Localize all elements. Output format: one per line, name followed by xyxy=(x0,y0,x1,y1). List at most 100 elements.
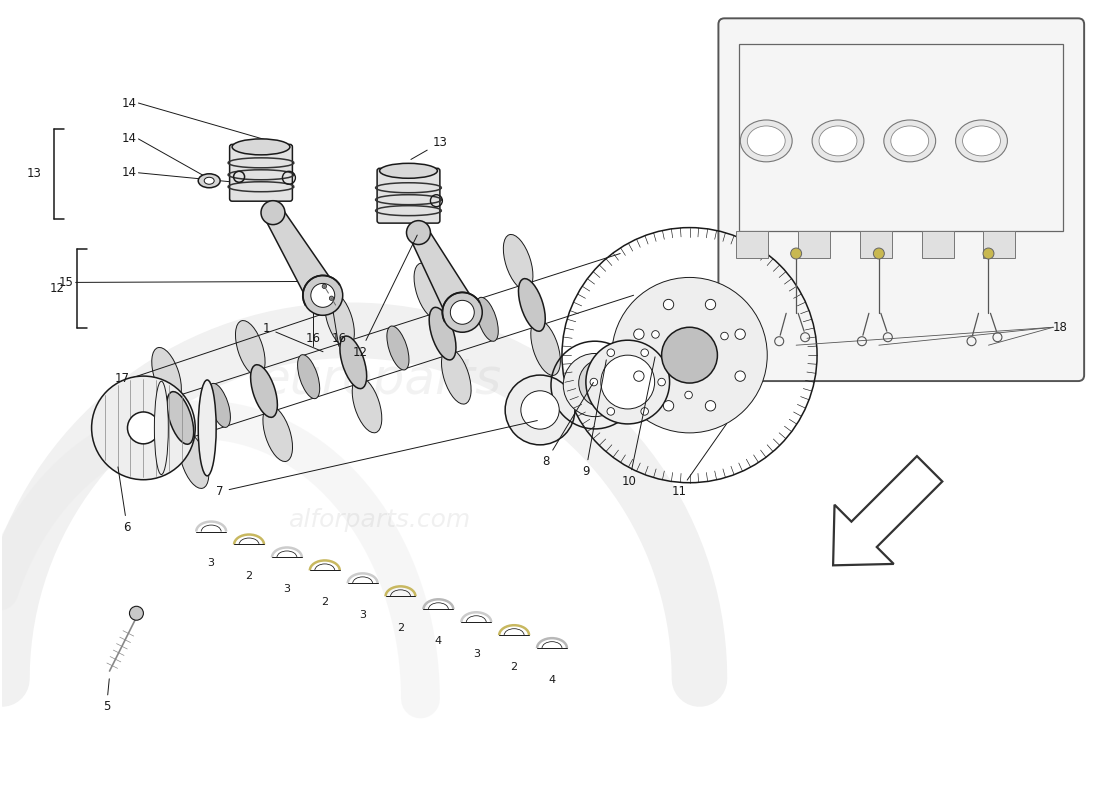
Text: 11: 11 xyxy=(672,423,727,498)
Ellipse shape xyxy=(198,380,217,476)
Circle shape xyxy=(685,391,692,398)
Circle shape xyxy=(735,329,746,339)
Polygon shape xyxy=(264,207,337,303)
Ellipse shape xyxy=(429,307,456,360)
Circle shape xyxy=(302,275,343,315)
Polygon shape xyxy=(409,228,476,320)
Text: 16: 16 xyxy=(331,332,346,345)
Ellipse shape xyxy=(352,378,382,433)
Text: 13: 13 xyxy=(411,136,448,159)
Circle shape xyxy=(983,248,994,259)
Circle shape xyxy=(634,329,645,339)
Circle shape xyxy=(607,408,615,415)
Ellipse shape xyxy=(298,354,320,398)
Circle shape xyxy=(505,375,575,445)
Bar xyxy=(799,230,830,258)
Ellipse shape xyxy=(414,263,443,318)
Text: 15: 15 xyxy=(58,276,74,289)
Circle shape xyxy=(450,300,474,324)
Ellipse shape xyxy=(205,178,214,184)
Ellipse shape xyxy=(531,320,560,375)
Text: 1: 1 xyxy=(263,322,323,352)
Bar xyxy=(860,230,892,258)
FancyBboxPatch shape xyxy=(718,18,1085,381)
Bar xyxy=(736,230,768,258)
Text: 3: 3 xyxy=(208,558,214,569)
Ellipse shape xyxy=(232,139,290,155)
Circle shape xyxy=(705,401,716,411)
Circle shape xyxy=(91,376,195,480)
Text: 3: 3 xyxy=(473,649,480,659)
Circle shape xyxy=(663,401,673,411)
Text: alforparts.com: alforparts.com xyxy=(289,507,472,531)
Ellipse shape xyxy=(820,126,857,156)
Circle shape xyxy=(663,299,673,310)
Text: 14: 14 xyxy=(121,97,136,110)
Circle shape xyxy=(634,371,645,382)
Circle shape xyxy=(658,378,666,386)
Circle shape xyxy=(607,349,615,357)
Ellipse shape xyxy=(235,321,265,376)
Text: 2: 2 xyxy=(321,598,328,607)
Text: 3: 3 xyxy=(360,610,366,620)
Text: 2: 2 xyxy=(397,623,404,634)
Ellipse shape xyxy=(476,298,498,342)
Circle shape xyxy=(873,248,884,259)
Ellipse shape xyxy=(208,383,230,427)
Circle shape xyxy=(130,606,143,620)
Circle shape xyxy=(590,378,597,386)
FancyBboxPatch shape xyxy=(230,144,293,201)
Ellipse shape xyxy=(747,126,785,156)
Text: 5: 5 xyxy=(103,679,110,714)
Text: 12: 12 xyxy=(353,235,417,358)
Ellipse shape xyxy=(324,292,354,347)
Text: 7: 7 xyxy=(217,421,537,498)
Text: 13: 13 xyxy=(26,167,42,180)
Ellipse shape xyxy=(891,126,928,156)
Text: 4: 4 xyxy=(549,675,556,685)
Ellipse shape xyxy=(263,406,293,462)
Ellipse shape xyxy=(152,347,182,403)
Bar xyxy=(983,230,1015,258)
Ellipse shape xyxy=(154,382,168,474)
Bar xyxy=(739,44,1064,230)
Text: 9: 9 xyxy=(582,360,606,478)
Circle shape xyxy=(791,248,802,259)
Ellipse shape xyxy=(956,120,1008,162)
Circle shape xyxy=(128,412,160,444)
Bar xyxy=(922,230,954,258)
Text: 12: 12 xyxy=(50,282,65,295)
Circle shape xyxy=(705,299,716,310)
Ellipse shape xyxy=(167,392,194,444)
Circle shape xyxy=(612,278,767,433)
Circle shape xyxy=(661,327,717,383)
Circle shape xyxy=(407,221,430,245)
Ellipse shape xyxy=(518,278,546,331)
Circle shape xyxy=(521,390,559,429)
Circle shape xyxy=(586,340,670,424)
Text: 8: 8 xyxy=(542,382,593,468)
Ellipse shape xyxy=(198,174,220,188)
Circle shape xyxy=(720,332,728,340)
Text: 4: 4 xyxy=(434,636,442,646)
Ellipse shape xyxy=(387,326,409,370)
Text: 2: 2 xyxy=(245,571,253,582)
Ellipse shape xyxy=(883,120,936,162)
Ellipse shape xyxy=(340,336,366,389)
Circle shape xyxy=(601,355,654,409)
Text: 6: 6 xyxy=(118,467,131,534)
Ellipse shape xyxy=(504,234,532,290)
Text: 17: 17 xyxy=(114,371,130,385)
Text: europarts: europarts xyxy=(260,356,502,404)
Ellipse shape xyxy=(962,126,1000,156)
Circle shape xyxy=(641,349,649,357)
Text: 18: 18 xyxy=(1053,321,1068,334)
Text: 16: 16 xyxy=(306,332,320,345)
Ellipse shape xyxy=(812,120,864,162)
Circle shape xyxy=(261,201,285,225)
FancyBboxPatch shape xyxy=(377,168,440,223)
Polygon shape xyxy=(833,456,943,566)
Text: 10: 10 xyxy=(621,357,656,488)
Ellipse shape xyxy=(441,349,471,404)
Circle shape xyxy=(442,292,482,332)
